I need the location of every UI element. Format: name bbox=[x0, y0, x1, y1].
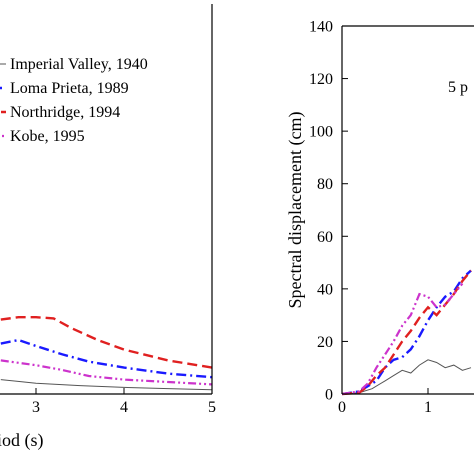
left-series-line-kobe-1995 bbox=[0, 359, 213, 386]
left-series-line-northridge-1994 bbox=[0, 316, 213, 369]
right-series-line-kobe-1995 bbox=[341, 282, 464, 396]
left-series-line-imperial-valley-1940 bbox=[0, 379, 213, 391]
left-series-group bbox=[0, 316, 213, 391]
legend-label-imperial-valley-1940: Imperial Valley, 1940 bbox=[10, 56, 148, 73]
legend-label-northridge-1994: Northridge, 1994 bbox=[10, 104, 120, 121]
left-chart-panel: 3 4 5 iod (s) Imperial Valley, 1940 Loma Pr… bbox=[0, 4, 216, 451]
right-y-axis-title: Spectral displacement (cm) bbox=[285, 112, 306, 309]
right-y-tick-label: 0 bbox=[325, 387, 333, 404]
right-y-tick-label: 40 bbox=[317, 281, 333, 298]
right-y-tick-label: 80 bbox=[317, 176, 333, 193]
legend-label-loma-prieta-1989: Loma Prieta, 1989 bbox=[10, 80, 129, 97]
right-y-tick-label: 120 bbox=[309, 71, 333, 88]
right-y-tick-label: 60 bbox=[317, 229, 333, 246]
right-y-tick-label: 20 bbox=[317, 334, 333, 351]
legend: Imperial Valley, 1940 Loma Prieta, 1989 No… bbox=[0, 56, 148, 145]
left-x-ticks: 3 4 5 bbox=[32, 388, 216, 416]
right-series-line-loma-prieta-1989 bbox=[341, 269, 472, 396]
legend-label-kobe-1995: Kobe, 1995 bbox=[10, 128, 85, 145]
right-x-tick-label: 1 bbox=[424, 399, 432, 416]
right-series-group bbox=[341, 269, 472, 396]
left-x-tick-label: 4 bbox=[120, 399, 128, 416]
right-series-line-northridge-1994 bbox=[341, 269, 472, 396]
left-series-line-loma-prieta-1989 bbox=[0, 338, 213, 379]
left-x-tick-label: 3 bbox=[32, 399, 40, 416]
right-series-line-imperial-valley-1940 bbox=[341, 359, 472, 395]
right-y-tick-label: 100 bbox=[309, 124, 333, 141]
right-x-tick-label: 0 bbox=[338, 399, 346, 416]
right-y-tick-label: 140 bbox=[309, 19, 333, 36]
left-x-tick-label: 5 bbox=[208, 399, 216, 416]
right-y-ticks: 0 20 40 60 80 100 120 140 bbox=[309, 19, 348, 404]
right-panel-annotation: 5 p bbox=[448, 79, 468, 96]
left-x-axis-title: iod (s) bbox=[0, 430, 44, 451]
